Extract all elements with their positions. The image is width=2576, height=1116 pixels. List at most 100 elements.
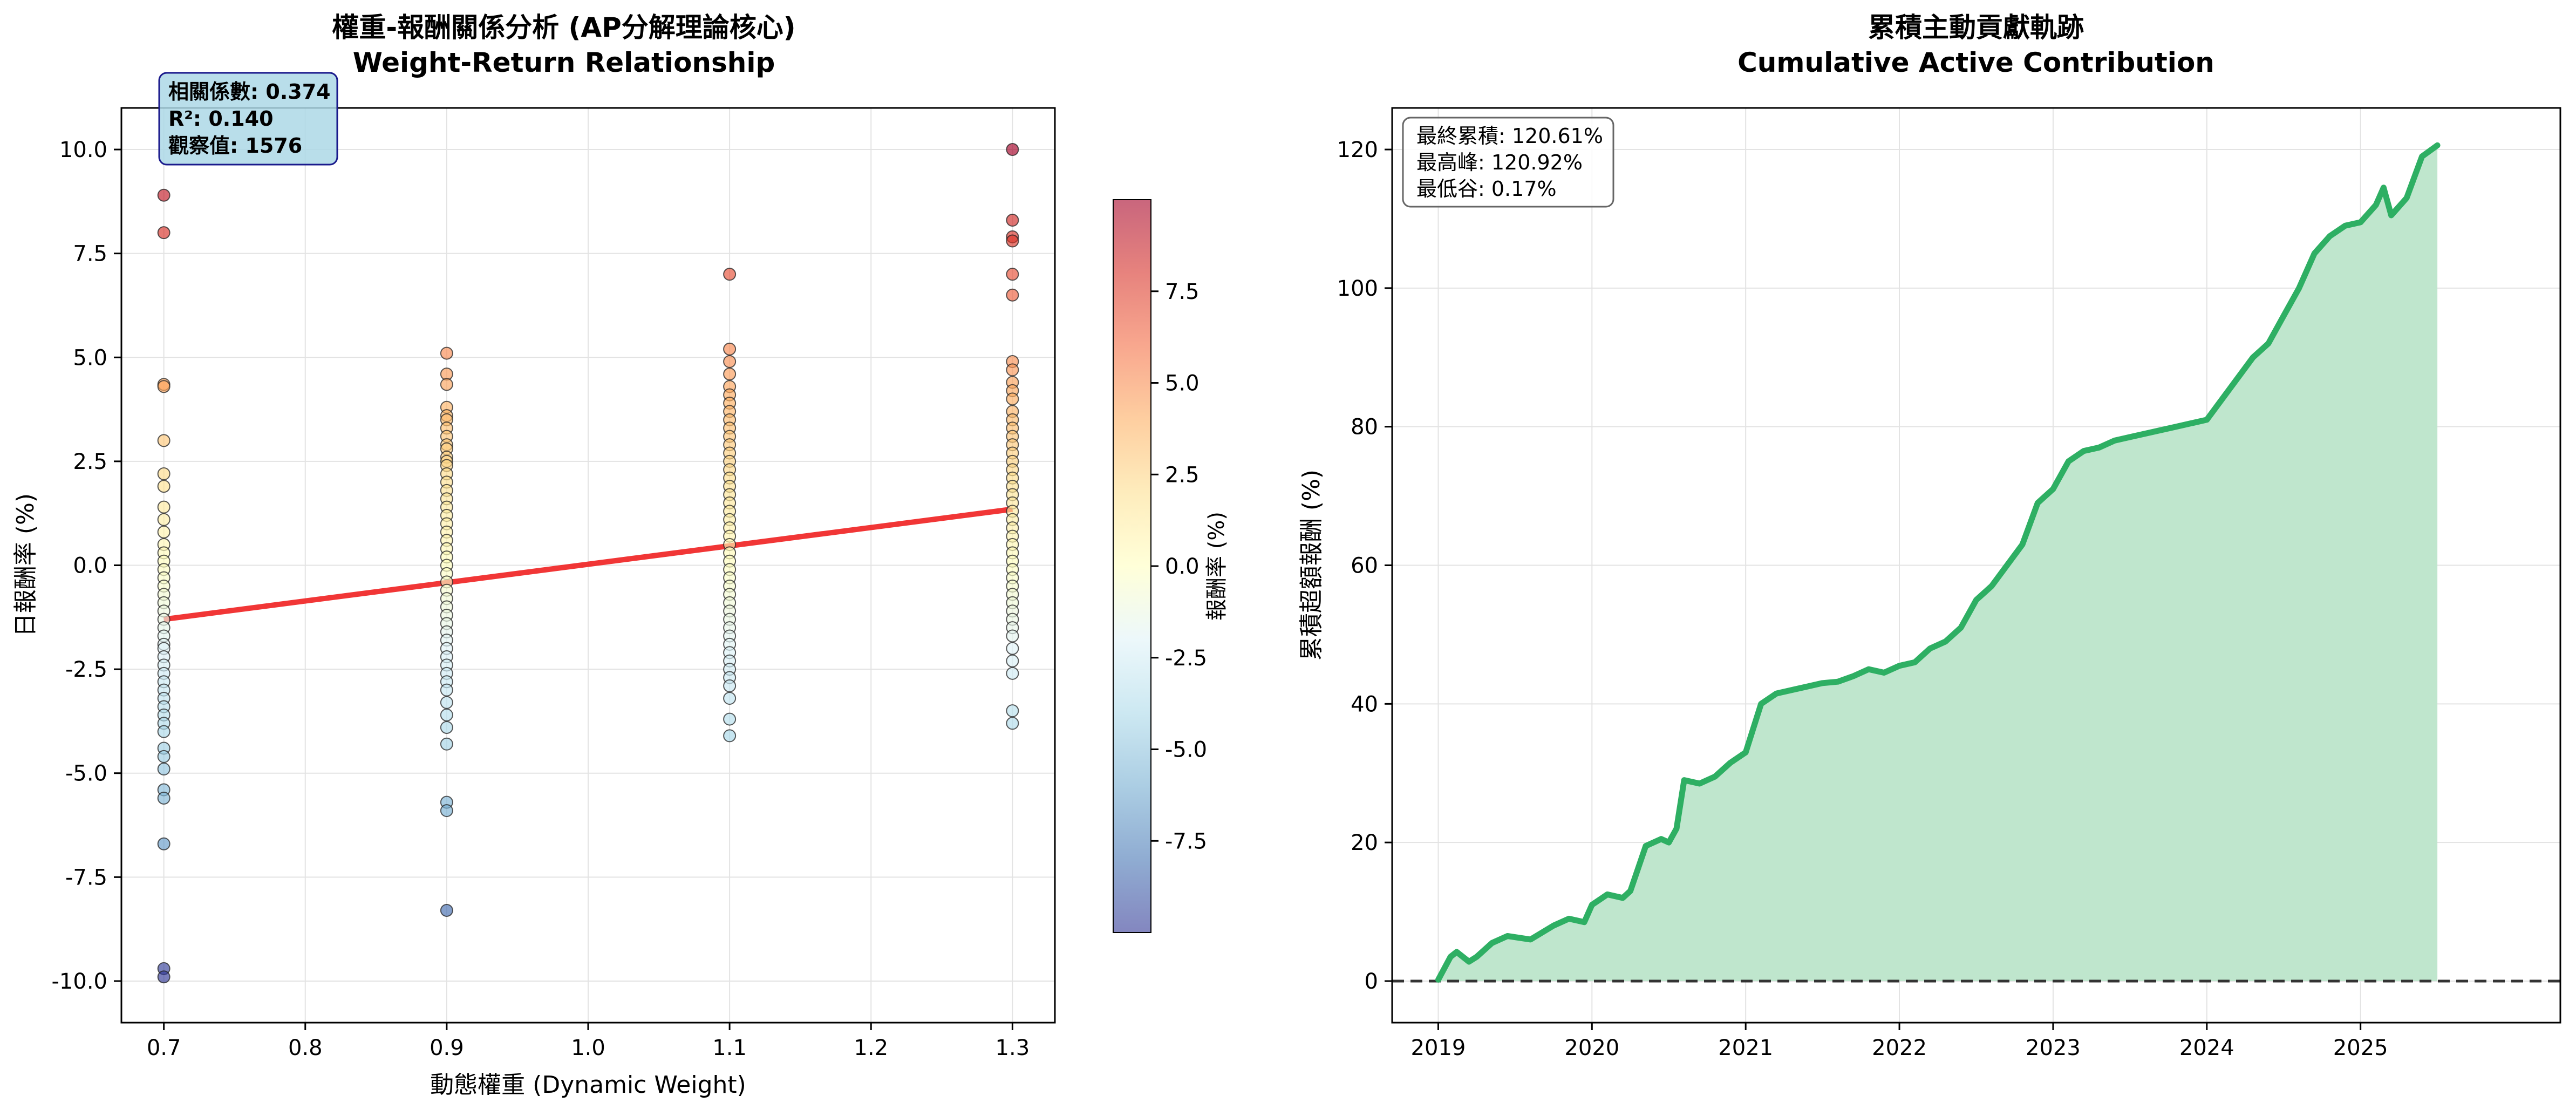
cumulative-x-tick-label: 2021 xyxy=(1718,1036,1773,1060)
scatter-subtitle: Weight-Return Relationship xyxy=(353,47,775,78)
cumulative-stat-final: 最終累積: 120.61% xyxy=(1416,124,1603,148)
scatter-point xyxy=(723,355,737,368)
scatter-y-label: 日報酬率 (%) xyxy=(12,493,39,637)
scatter-y-tick-label: 10.0 xyxy=(59,138,107,162)
scatter-point xyxy=(157,750,171,763)
cumulative-stats-box: 最終累積: 120.61% 最高峰: 120.92% 最低谷: 0.17% xyxy=(1402,117,1614,208)
scatter-point xyxy=(723,342,737,356)
scatter-x-tick-label: 1.2 xyxy=(854,1036,888,1060)
scatter-y-tick-label: -7.5 xyxy=(65,865,107,890)
colorbar-ticks: -7.5 -5.0 -2.5 0.0 2.5 5.0 7.5 xyxy=(1151,280,1207,854)
cumulative-stat-trough: 最低谷: 0.17% xyxy=(1416,177,1557,201)
scatter-point xyxy=(1006,654,1019,668)
scatter-point xyxy=(157,513,171,526)
scatter-point xyxy=(1006,288,1019,302)
scatter-point xyxy=(440,696,453,709)
scatter-point xyxy=(1006,214,1019,227)
scatter-panel: 權重-報酬關係分析 (AP分解理論核心) Weight-Return Relat… xyxy=(12,12,1229,1099)
scatter-title: 權重-報酬關係分析 (AP分解理論核心) xyxy=(332,12,795,43)
scatter-x-tick-label: 1.3 xyxy=(996,1036,1030,1060)
scatter-point xyxy=(157,763,171,776)
scatter-point xyxy=(440,720,453,734)
colorbar: -7.5 -5.0 -2.5 0.0 2.5 5.0 7.5 報酬率 (%) xyxy=(1113,199,1229,933)
scatter-point xyxy=(157,380,171,393)
cumulative-y-tick-label: 80 xyxy=(1351,415,1378,440)
scatter-fit-line xyxy=(163,506,1013,622)
scatter-point xyxy=(157,480,171,493)
scatter-x-label: 動態權重 (Dynamic Weight) xyxy=(430,1071,746,1099)
scatter-x-tick-label: 1.1 xyxy=(712,1036,747,1060)
scatter-point xyxy=(440,804,453,818)
cumulative-title: 累積主動貢獻軌跡 xyxy=(1868,12,2084,43)
cumulative-y-label: 累積超額報酬 (%) xyxy=(1298,469,1325,661)
cumulative-y-tick-label: 0 xyxy=(1365,969,1378,994)
scatter-point xyxy=(1006,268,1019,281)
cumulative-area-group xyxy=(1392,142,2560,983)
scatter-stats-box: 相關係數: 0.374 R²: 0.140 觀察值: 1576 xyxy=(158,72,338,166)
scatter-point xyxy=(1006,717,1019,730)
scatter-y-ticks: -10.0 -7.5 -5.0 -2.5 0.0 2.5 5.0 7.5 10.0 xyxy=(52,138,121,994)
cumulative-y-tick-label: 40 xyxy=(1351,692,1378,717)
scatter-point xyxy=(723,679,737,692)
cumulative-y-tick-label: 100 xyxy=(1337,276,1378,301)
cumulative-x-tick-label: 2020 xyxy=(1564,1036,1619,1060)
cumulative-line xyxy=(1435,142,2441,983)
scatter-x-tick-label: 0.9 xyxy=(430,1036,464,1060)
scatter-point xyxy=(723,368,737,381)
scatter-y-tick-label: 5.0 xyxy=(73,345,107,370)
scatter-y-tick-label: 7.5 xyxy=(73,242,107,267)
colorbar-tick-label: 7.5 xyxy=(1165,280,1200,304)
scatter-point xyxy=(157,188,171,202)
scatter-point xyxy=(157,226,171,240)
cumulative-panel: 累積主動貢獻軌跡 Cumulative Active Contribution … xyxy=(1298,12,2561,1060)
scatter-point xyxy=(1006,392,1019,406)
colorbar-tick-label: -5.0 xyxy=(1165,738,1207,763)
scatter-stat-observations: 觀察值: 1576 xyxy=(168,134,302,158)
colorbar-tick-label: 0.0 xyxy=(1165,554,1200,579)
colorbar-label: 報酬率 (%) xyxy=(1204,512,1229,621)
cumulative-x-tick-label: 2025 xyxy=(2333,1036,2388,1060)
scatter-point xyxy=(1006,629,1019,643)
cumulative-x-tick-label: 2024 xyxy=(2179,1036,2234,1060)
scatter-point xyxy=(1006,704,1019,718)
cumulative-y-tick-label: 120 xyxy=(1337,138,1378,162)
scatter-point xyxy=(157,500,171,514)
colorbar-tick-label: 2.5 xyxy=(1165,462,1200,487)
cumulative-x-tick-label: 2023 xyxy=(2026,1036,2081,1060)
scatter-point xyxy=(723,268,737,281)
cumulative-x-tick-label: 2019 xyxy=(1411,1036,1466,1060)
scatter-y-tick-label: 0.0 xyxy=(73,554,107,579)
scatter-y-tick-label: 2.5 xyxy=(73,450,107,474)
cumulative-y-tick-label: 20 xyxy=(1351,831,1378,855)
scatter-point xyxy=(1006,363,1019,377)
scatter-x-tick-label: 1.0 xyxy=(571,1036,605,1060)
cumulative-x-tick-label: 2022 xyxy=(1872,1036,1927,1060)
scatter-stat-r2: R²: 0.140 xyxy=(168,107,274,131)
scatter-point xyxy=(157,970,171,984)
scatter-x-ticks: 0.7 0.8 0.9 1.0 1.1 1.2 1.3 xyxy=(147,1023,1030,1060)
scatter-point xyxy=(157,467,171,480)
cumulative-y-tick-label: 60 xyxy=(1351,554,1378,579)
scatter-point xyxy=(723,712,737,726)
scatter-point xyxy=(157,434,171,447)
scatter-point xyxy=(723,729,737,743)
cumulative-stat-peak: 最高峰: 120.92% xyxy=(1416,151,1583,174)
colorbar-tick-label: -2.5 xyxy=(1165,646,1207,671)
scatter-points xyxy=(157,143,1019,984)
scatter-fit-line-group xyxy=(163,506,1013,622)
scatter-x-tick-label: 0.8 xyxy=(288,1036,323,1060)
scatter-point xyxy=(1006,234,1019,248)
scatter-point xyxy=(440,346,453,360)
scatter-point xyxy=(157,837,171,850)
scatter-point xyxy=(440,378,453,391)
scatter-point xyxy=(1006,666,1019,680)
scatter-point xyxy=(440,737,453,751)
scatter-point xyxy=(1006,143,1019,156)
scatter-point xyxy=(440,708,453,722)
scatter-point xyxy=(157,725,171,738)
scatter-y-tick-label: -5.0 xyxy=(65,761,107,786)
scatter-y-tick-label: -2.5 xyxy=(65,657,107,682)
scatter-point xyxy=(440,683,453,697)
colorbar-gradient xyxy=(1113,199,1151,933)
